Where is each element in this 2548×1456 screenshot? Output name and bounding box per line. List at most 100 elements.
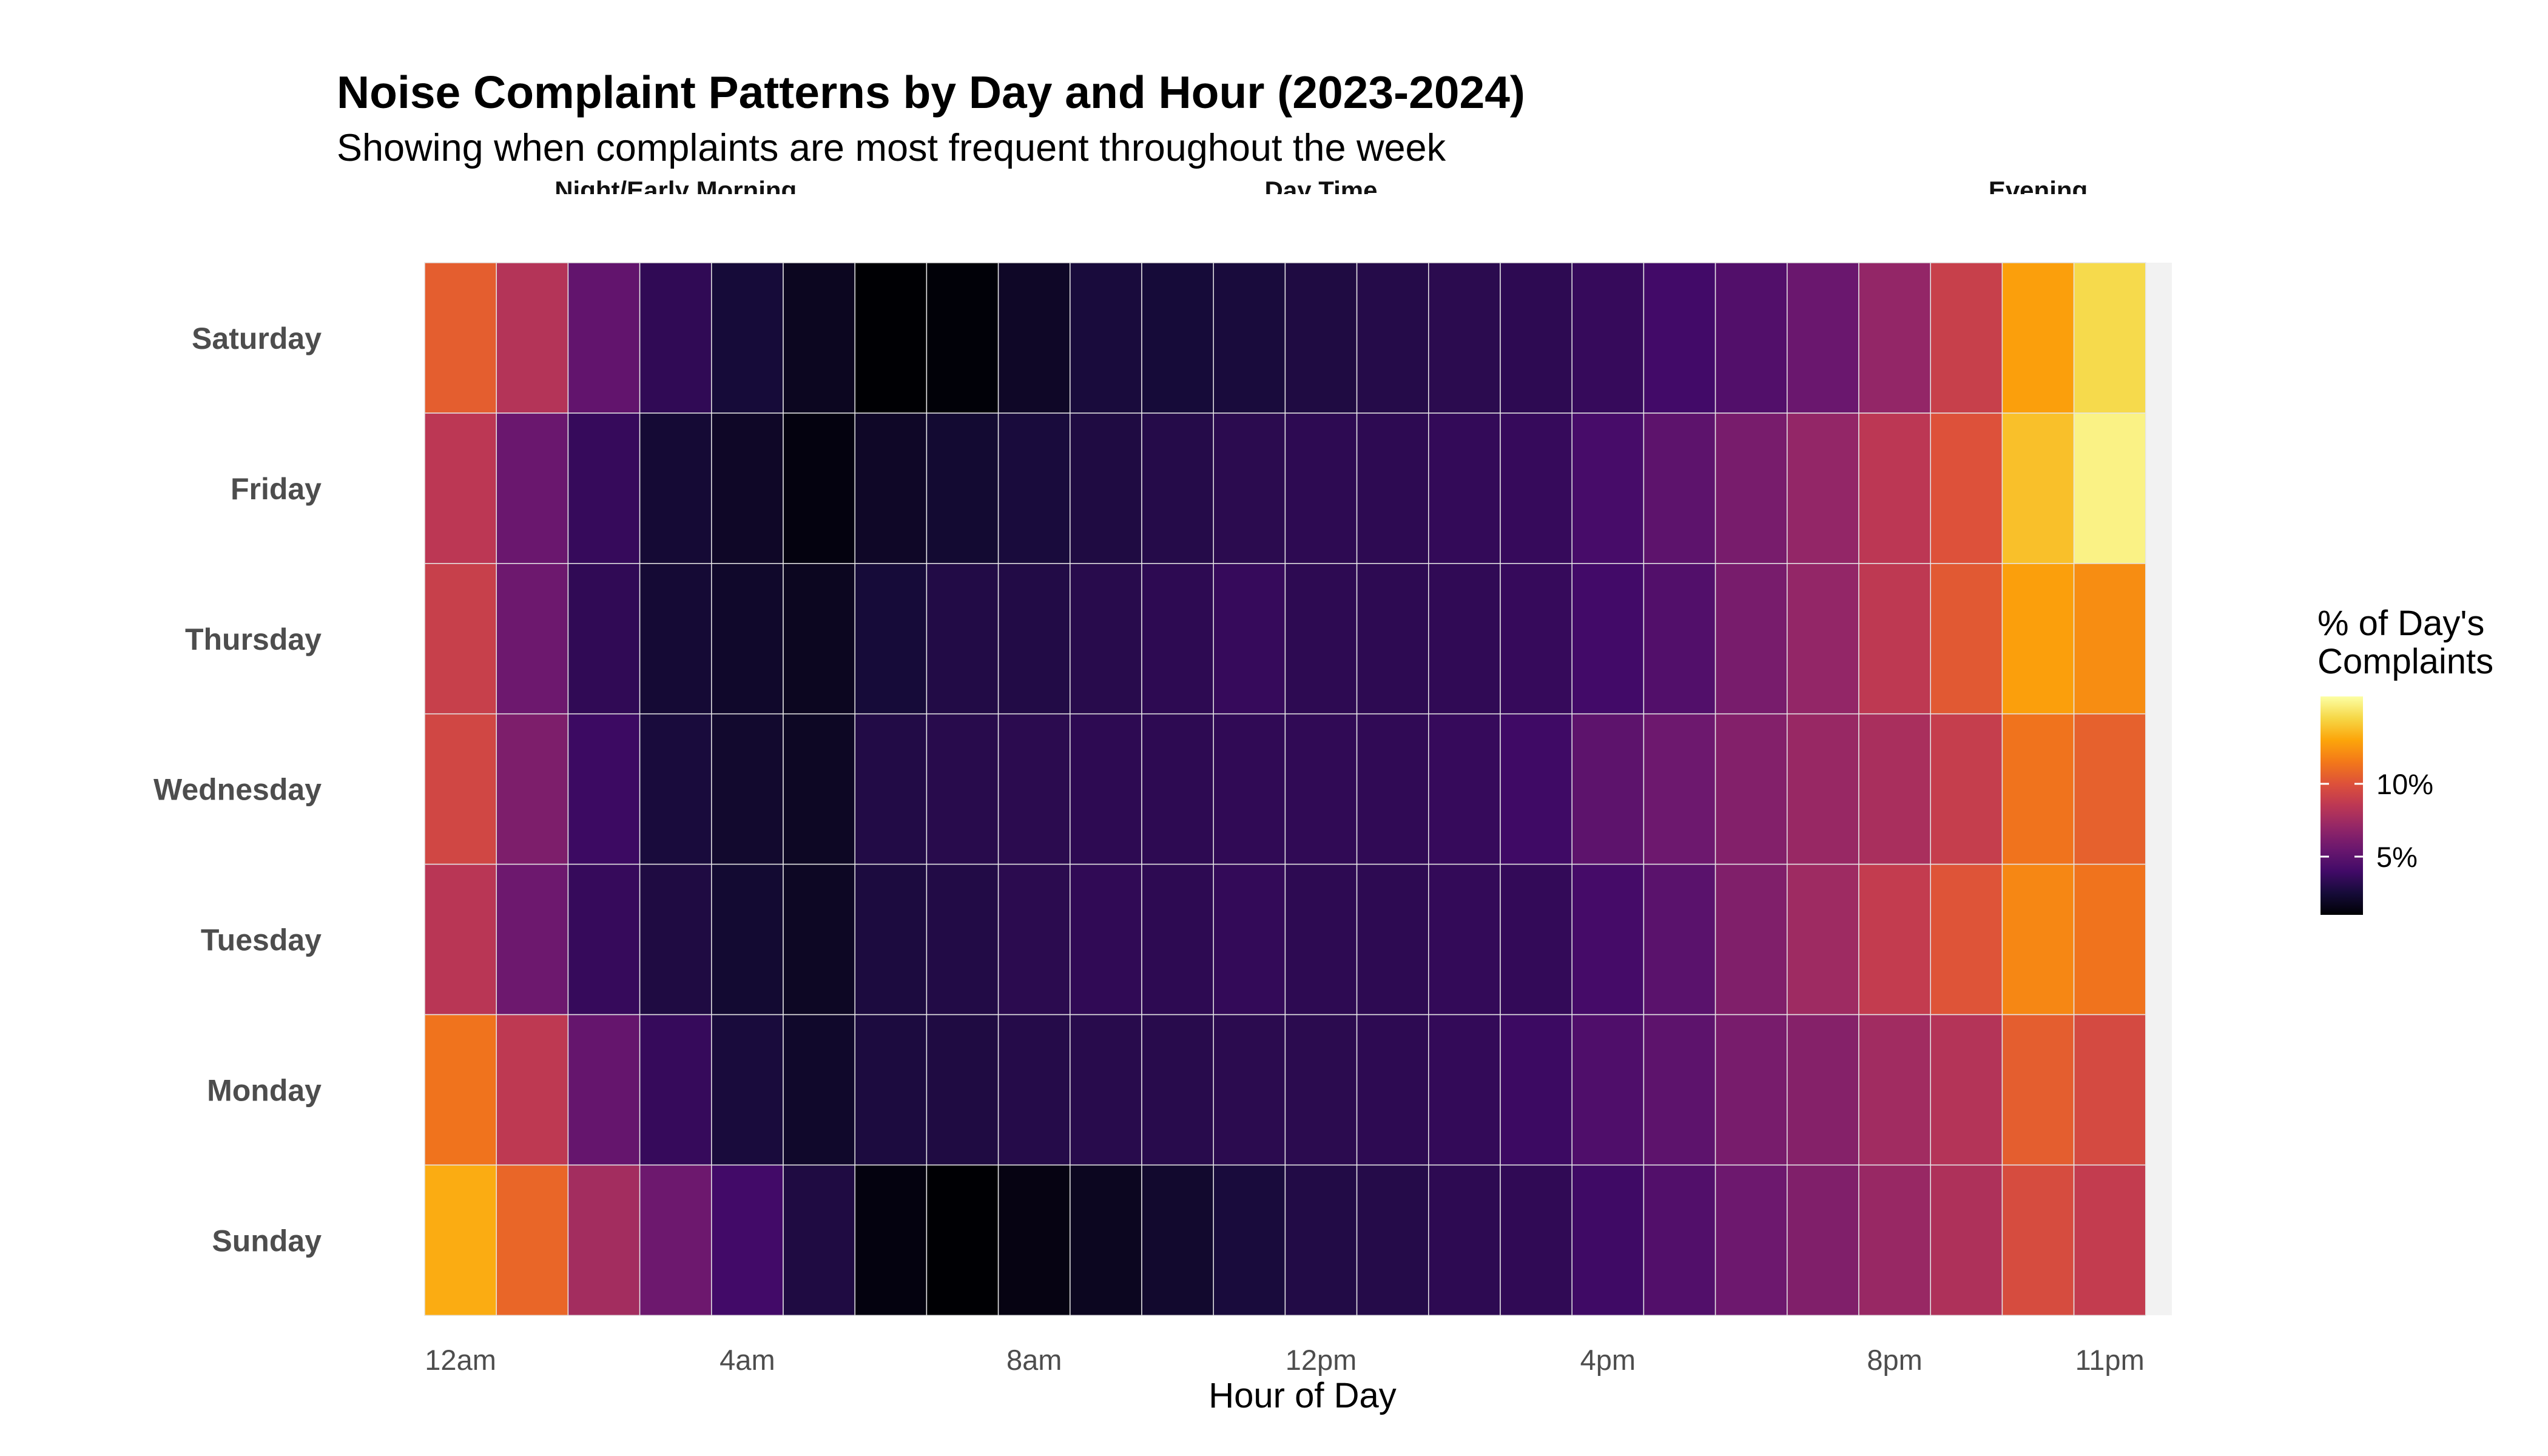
heatmap-cell <box>639 1014 712 1166</box>
heatmap-cell <box>1858 713 1931 865</box>
heatmap-cell <box>496 262 569 414</box>
heatmap-cell <box>997 563 1071 715</box>
legend-tick-label: 10% <box>2376 768 2433 800</box>
heatmap-cell <box>1643 413 1716 564</box>
heatmap-cell <box>1930 262 2003 414</box>
heatmap-cell <box>1714 1164 1788 1316</box>
period-label-mask <box>364 194 2245 218</box>
heatmap-cell <box>854 863 928 1016</box>
heatmap-cell <box>783 1164 855 1316</box>
heatmap-cell <box>1714 713 1788 865</box>
heatmap-cell <box>496 563 569 715</box>
heatmap-cell <box>711 1014 784 1166</box>
x-tick-label: 4pm <box>1580 1344 1636 1376</box>
heatmap-cell <box>1571 713 1645 865</box>
heatmap-cell <box>1141 563 1214 715</box>
heatmap-cell <box>1500 413 1572 564</box>
heatmap-cell <box>1284 413 1358 564</box>
day-label: Wednesday <box>153 773 322 807</box>
heatmap-cell <box>1858 863 1931 1016</box>
heatmap-cell <box>926 1014 999 1166</box>
heatmap-cell <box>1141 1164 1214 1316</box>
x-axis-ticks: 12am 4am 8am 12pm 4pm 8pm 11pm <box>425 1344 2144 1376</box>
heatmap-cell <box>1714 863 1788 1016</box>
heatmap-cell <box>1070 863 1142 1016</box>
heatmap-cell <box>783 863 855 1016</box>
day-label: Saturday <box>192 322 322 356</box>
heatmap-cell <box>711 413 784 564</box>
heatmap-cell <box>1787 563 1859 715</box>
heatmap-cell <box>1858 413 1931 564</box>
heatmap-cell <box>1714 1014 1788 1166</box>
heatmap-cell <box>997 713 1071 865</box>
day-label: Friday <box>231 472 322 506</box>
legend-title-line2: Complaints <box>2317 642 2493 681</box>
heatmap-cell <box>424 1014 497 1166</box>
heatmap-cell <box>1500 863 1572 1016</box>
legend-tick-label: 5% <box>2376 841 2418 873</box>
heatmap-cell <box>783 1014 855 1166</box>
heatmap-cell <box>926 1164 999 1316</box>
heatmap-cell <box>1213 713 1286 865</box>
heatmap-cell <box>1571 563 1645 715</box>
heatmap-cell <box>997 1014 1071 1166</box>
heatmap-cell <box>1356 413 1429 564</box>
color-legend: % of Day's Complaints 5% 10% <box>2317 604 2493 915</box>
heatmap-cell <box>711 262 784 414</box>
heatmap-cell <box>1141 262 1214 414</box>
heatmap-cell <box>639 863 712 1016</box>
heatmap-cell <box>496 1164 569 1316</box>
heatmap-cell <box>2073 262 2146 414</box>
heatmap-cell <box>2001 863 2075 1016</box>
heatmap-cell <box>496 413 569 564</box>
heatmap-cell <box>1930 713 2003 865</box>
legend-color-bar <box>2320 696 2363 915</box>
heatmap-cell <box>1141 863 1214 1016</box>
heatmap-cell <box>1571 413 1645 564</box>
x-tick-label: 12am <box>425 1344 496 1376</box>
heatmap-cell <box>1284 563 1358 715</box>
heatmap-cell <box>783 262 855 414</box>
heatmap-cell <box>1930 863 2003 1016</box>
heatmap-cell <box>926 413 999 564</box>
heatmap-cell <box>2073 713 2146 865</box>
heatmap-cell <box>1428 713 1501 865</box>
heatmap-cell <box>1356 262 1429 414</box>
heatmap-cell <box>424 262 497 414</box>
heatmap-cell <box>1070 713 1142 865</box>
heatmap-cell <box>1643 713 1716 865</box>
heatmap-cell <box>2073 863 2146 1016</box>
heatmap-cell <box>1428 413 1501 564</box>
heatmap-cell <box>1571 262 1645 414</box>
heatmap-cell <box>567 1014 641 1166</box>
heatmap-cell <box>2001 413 2075 564</box>
heatmap-cell <box>926 563 999 715</box>
heatmap-cell <box>1213 413 1286 564</box>
heatmap-cell <box>1787 863 1859 1016</box>
heatmap-cell <box>567 563 641 715</box>
heatmap-cell <box>567 863 641 1016</box>
heatmap-cell <box>567 1164 641 1316</box>
heatmap-cell <box>1714 563 1788 715</box>
heatmap-cell <box>2001 262 2075 414</box>
heatmap-cell <box>1787 262 1859 414</box>
heatmap-cell <box>424 863 497 1016</box>
x-tick-label: 8pm <box>1867 1344 1922 1376</box>
legend-ticks: 5% 10% <box>2320 768 2433 873</box>
heatmap-cell <box>1284 863 1358 1016</box>
heatmap-cell <box>1930 563 2003 715</box>
chart-subtitle: Showing when complaints are most frequen… <box>337 127 1446 169</box>
heatmap-cells <box>424 262 2146 1316</box>
heatmap-cell <box>711 863 784 1016</box>
legend-title-line1: % of Day's <box>2317 604 2484 643</box>
x-tick-label: 8am <box>1006 1344 1062 1376</box>
heatmap-cell <box>711 1164 784 1316</box>
heatmap-cell <box>1428 1164 1501 1316</box>
heatmap-cell <box>1858 1014 1931 1166</box>
heatmap-cell <box>1500 1164 1572 1316</box>
heatmap-cell <box>1213 863 1286 1016</box>
heatmap-cell <box>1500 262 1572 414</box>
heatmap-cell <box>424 1164 497 1316</box>
heatmap-cell <box>854 1014 928 1166</box>
